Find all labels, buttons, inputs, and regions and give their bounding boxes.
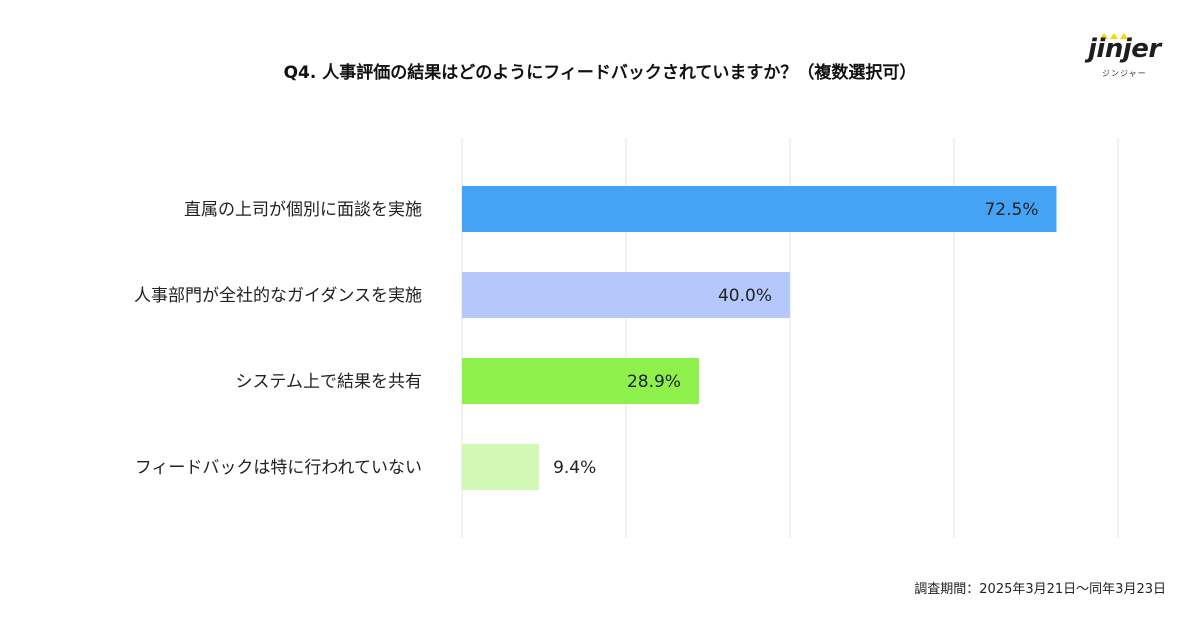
- bar: [462, 186, 1057, 232]
- value-label: 72.5%: [984, 200, 1038, 220]
- survey-period: 調査期間：2025年3月21日〜同年3月23日: [914, 582, 1166, 597]
- category-label: フィードバックは特に行われていない: [135, 458, 422, 478]
- value-label: 28.9%: [627, 372, 681, 392]
- category-label: 人事部門が全社的なガイダンスを実施: [134, 286, 422, 306]
- chart-title: Q4. 人事評価の結果はどのようにフィードバックされていますか？（複数選択可）: [283, 63, 917, 83]
- bar: [462, 444, 540, 490]
- bar: [462, 272, 790, 318]
- category-label: 直属の上司が個別に面談を実施: [184, 200, 422, 220]
- logo-wordmark: jinjer: [1088, 34, 1161, 64]
- jinjer-logo: jinjer ジンジャー: [1084, 33, 1164, 84]
- bar: [462, 358, 699, 404]
- value-label: 9.4%: [553, 458, 596, 478]
- category-label: システム上で結果を共有: [236, 372, 423, 392]
- logo-subtext: ジンジャー: [1102, 69, 1147, 78]
- value-label: 40.0%: [718, 286, 772, 306]
- logo-accent-icon: [1100, 33, 1128, 39]
